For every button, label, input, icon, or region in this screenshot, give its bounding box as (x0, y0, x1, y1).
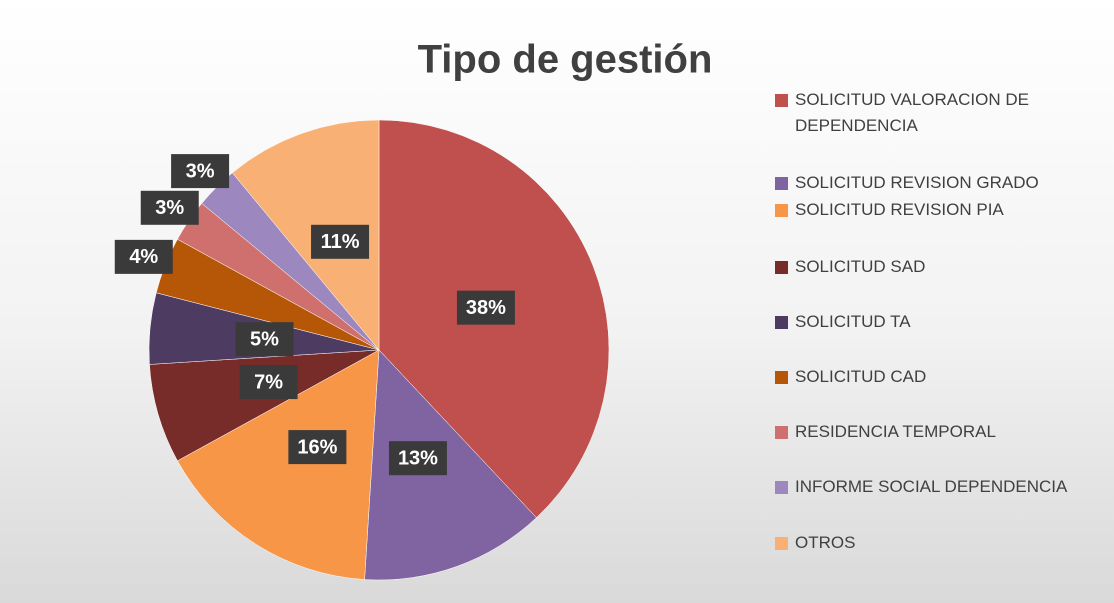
legend-swatch (775, 94, 788, 107)
legend-label: SOLICITUD SAD (795, 257, 926, 276)
legend-swatch (775, 481, 788, 494)
legend-item: SOLICITUD REVISION PIA (775, 197, 1110, 223)
data-label: 3% (186, 160, 215, 182)
data-label: 5% (250, 328, 279, 350)
legend-swatch (775, 316, 788, 329)
legend-label: SOLICITUD CAD (795, 367, 927, 386)
legend-swatch (775, 371, 788, 384)
legend-swatch (775, 426, 788, 439)
legend-label: SOLICITUD REVISION GRADO (795, 173, 1039, 192)
data-label-box (288, 430, 347, 465)
legend-item: SOLICITUD VALORACION DE DEPENDENCIA (775, 87, 1110, 139)
data-label: 11% (321, 231, 360, 253)
legend-label: RESIDENCIA TEMPORAL (795, 422, 996, 441)
pie-slice (232, 119, 380, 351)
legend-item: SOLICITUD CAD (775, 364, 1110, 390)
data-label: 7% (254, 371, 283, 393)
legend-label: SOLICITUD REVISION PIA (795, 200, 1004, 219)
legend-swatch (775, 537, 788, 550)
legend-label: OTROS (795, 533, 856, 552)
data-label-box (114, 239, 173, 274)
data-label-box (388, 441, 447, 476)
pie-slice (149, 349, 380, 462)
legend-item: SOLICITUD REVISION GRADO (775, 170, 1110, 196)
data-label: 4% (129, 246, 158, 268)
data-label-box (456, 290, 515, 325)
legend-item: SOLICITUD TA (775, 309, 1110, 335)
legend-swatch (775, 204, 788, 217)
data-label: 3% (155, 197, 184, 219)
legend-item: RESIDENCIA TEMPORAL (775, 419, 1110, 445)
legend-item: SOLICITUD SAD (775, 254, 1110, 280)
legend-swatch (775, 177, 788, 190)
chart-title: Tipo de gestión (418, 38, 713, 82)
data-label-box (171, 154, 230, 189)
legend-swatch (775, 261, 788, 274)
legend-label: SOLICITUD VALORACION DE DEPENDENCIA (795, 90, 1029, 135)
legend-item: INFORME SOCIAL DEPENDENCIA (775, 474, 1110, 500)
data-label-box (239, 365, 298, 400)
data-label: 13% (398, 447, 438, 469)
legend-item: OTROS (775, 530, 1110, 556)
legend-label: INFORME SOCIAL DEPENDENCIA (795, 477, 1068, 496)
data-label-box (311, 224, 370, 259)
pie-slice (177, 349, 380, 580)
data-label: 38% (466, 297, 506, 319)
pie-slice (364, 349, 537, 581)
data-label-box (140, 190, 199, 225)
data-label: 16% (297, 436, 337, 458)
legend-label: SOLICITUD TA (795, 312, 911, 331)
data-label-box (235, 322, 294, 357)
